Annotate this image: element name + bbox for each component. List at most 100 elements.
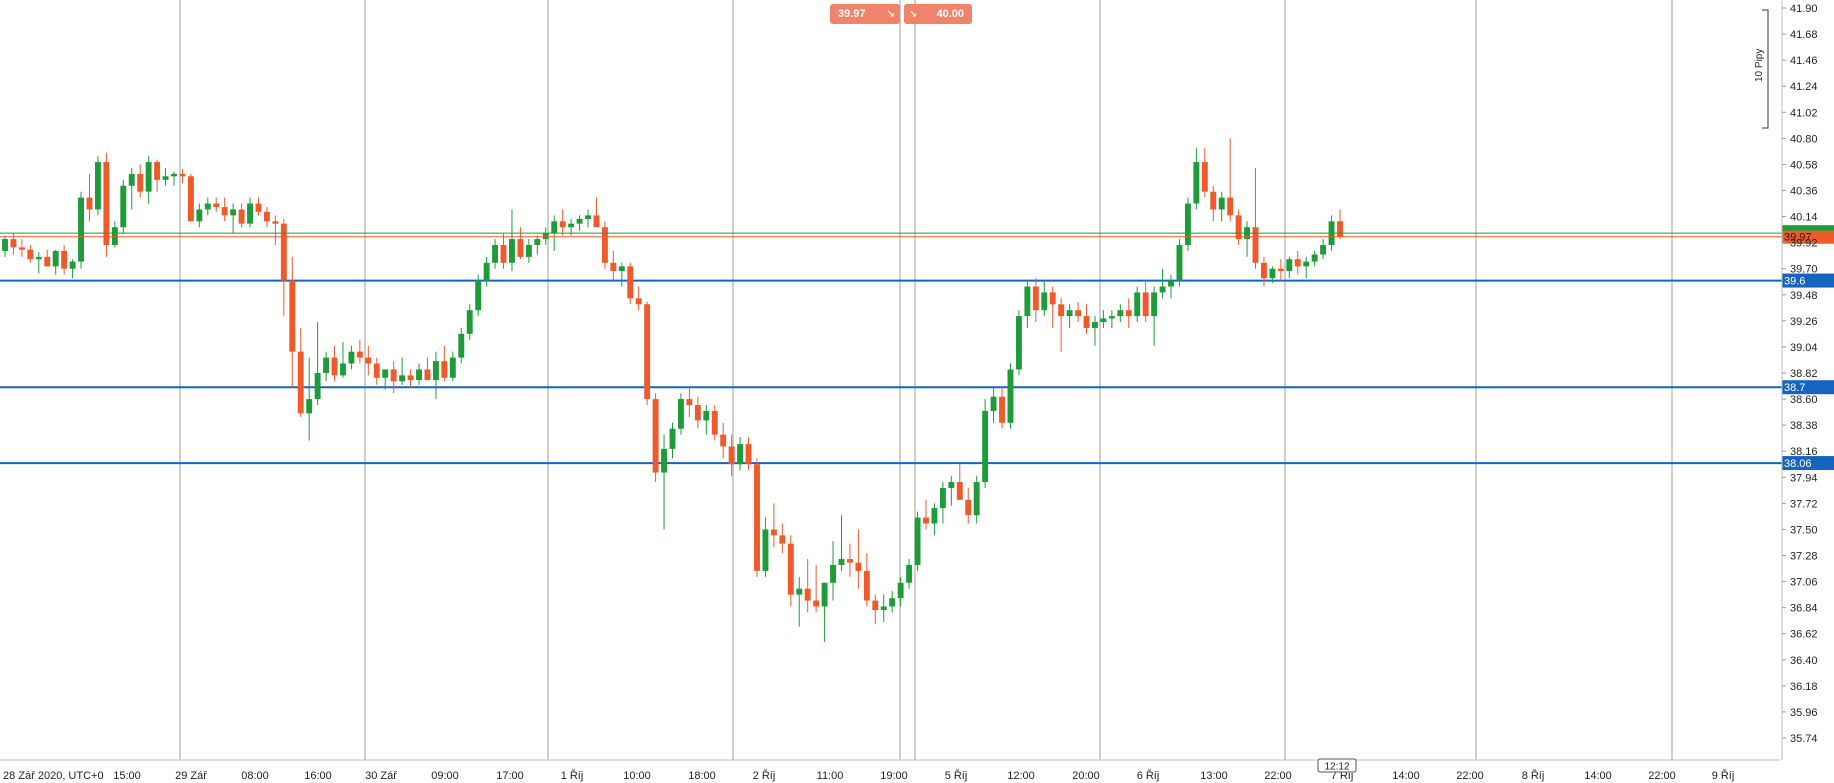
bullish-candle[interactable] [475, 274, 482, 317]
bullish-candle[interactable] [1108, 310, 1115, 328]
bullish-candle[interactable] [94, 156, 101, 216]
bearish-candle[interactable] [297, 327, 304, 417]
bullish-candle[interactable] [340, 342, 346, 378]
bearish-candle[interactable] [694, 396, 701, 429]
bearish-candle[interactable] [644, 301, 651, 405]
bearish-candle[interactable] [373, 357, 380, 385]
bullish-candle[interactable] [1015, 310, 1022, 376]
bullish-candle[interactable] [737, 436, 744, 471]
bearish-candle[interactable] [999, 387, 1005, 429]
bearish-candle[interactable] [601, 221, 608, 269]
bullish-candle[interactable] [939, 482, 946, 524]
bullish-candle[interactable] [306, 357, 313, 441]
bearish-candle[interactable] [238, 203, 245, 228]
bullish-candle[interactable] [1184, 197, 1191, 251]
bullish-candle[interactable] [982, 399, 989, 488]
bullish-candle[interactable] [1151, 286, 1158, 346]
bearish-candle[interactable] [1125, 298, 1132, 328]
bearish-candle[interactable] [779, 523, 786, 554]
bullish-candle[interactable] [449, 351, 456, 382]
bearish-candle[interactable] [1294, 250, 1301, 275]
bullish-candle[interactable] [931, 503, 938, 536]
bullish-candle[interactable] [111, 221, 118, 248]
bullish-candle[interactable] [52, 249, 59, 275]
bullish-candle[interactable] [525, 239, 532, 263]
bearish-candle[interactable] [187, 173, 194, 222]
bearish-candle[interactable] [1201, 147, 1208, 198]
buy-quote-button[interactable]: ↘ 40.00 [904, 4, 972, 24]
bearish-candle[interactable] [1235, 209, 1242, 246]
bullish-candle[interactable] [483, 256, 490, 287]
bullish-candle[interactable] [880, 594, 887, 622]
bearish-candle[interactable] [44, 249, 51, 267]
bullish-candle[interactable] [382, 369, 389, 390]
bearish-candle[interactable] [855, 529, 862, 589]
bearish-candle[interactable] [407, 369, 414, 388]
bullish-candle[interactable] [145, 156, 152, 204]
bullish-candle[interactable] [1193, 147, 1200, 210]
bullish-candle[interactable] [1311, 250, 1318, 267]
bearish-candle[interactable] [610, 250, 617, 281]
bearish-candle[interactable] [593, 197, 600, 228]
bullish-candle[interactable] [323, 351, 330, 382]
bullish-candle[interactable] [1100, 310, 1107, 328]
bullish-candle[interactable] [128, 167, 135, 210]
bearish-candle[interactable] [1277, 259, 1284, 281]
time-cursor[interactable]: 12:12 [1317, 758, 1357, 773]
bullish-candle[interactable] [576, 215, 583, 231]
bullish-candle[interactable] [1168, 274, 1174, 299]
bullish-candle[interactable] [171, 171, 177, 186]
bearish-candle[interactable] [863, 553, 870, 607]
bearish-candle[interactable] [956, 464, 963, 500]
bullish-candle[interactable] [618, 262, 625, 287]
bullish-candle[interactable] [162, 167, 169, 186]
bearish-candle[interactable] [27, 245, 34, 263]
bullish-candle[interactable] [509, 209, 515, 272]
bearish-candle[interactable] [804, 559, 811, 613]
bearish-candle[interactable] [1142, 280, 1149, 323]
bullish-candle[interactable] [348, 345, 355, 370]
bullish-candle[interactable] [1024, 280, 1031, 328]
bearish-candle[interactable] [813, 564, 820, 613]
bullish-candle[interactable] [1303, 256, 1310, 279]
bearish-candle[interactable] [86, 173, 93, 222]
bearish-candle[interactable] [965, 487, 972, 524]
bearish-candle[interactable] [154, 159, 161, 192]
bearish-candle[interactable] [61, 245, 68, 275]
bearish-candle[interactable] [356, 339, 363, 364]
bearish-candle[interactable] [1032, 278, 1039, 323]
bullish-candle[interactable] [78, 191, 85, 269]
bearish-candle[interactable] [1083, 304, 1090, 334]
bearish-candle[interactable] [635, 286, 642, 311]
bullish-candle[interactable] [69, 259, 76, 279]
bearish-candle[interactable] [559, 209, 566, 236]
bearish-candle[interactable] [213, 197, 220, 212]
bullish-candle[interactable] [669, 422, 676, 459]
bearish-candle[interactable] [331, 345, 338, 382]
bullish-candle[interactable] [314, 322, 321, 405]
bearish-candle[interactable] [517, 227, 524, 260]
bullish-candle[interactable] [1176, 239, 1183, 287]
bearish-candle[interactable] [179, 169, 186, 184]
bullish-candle[interactable] [204, 197, 211, 216]
bullish-candle[interactable] [585, 209, 591, 228]
bearish-candle[interactable] [728, 434, 735, 477]
bearish-candle[interactable] [137, 164, 144, 198]
bullish-candle[interactable] [838, 515, 845, 571]
bearish-candle[interactable] [272, 215, 279, 246]
bullish-candle[interactable] [399, 357, 406, 385]
sell-quote-button[interactable]: 39.97 ↘ [830, 4, 900, 24]
bullish-candle[interactable] [196, 203, 203, 228]
bullish-candle[interactable] [1134, 286, 1141, 323]
bullish-candle[interactable] [1269, 266, 1276, 283]
bearish-candle[interactable] [1049, 286, 1056, 328]
bearish-candle[interactable] [686, 387, 693, 417]
bullish-candle[interactable] [1117, 304, 1124, 323]
bearish-candle[interactable] [365, 345, 372, 376]
bearish-candle[interactable] [745, 436, 752, 471]
bullish-candle[interactable] [35, 252, 42, 274]
bearish-candle[interactable] [1227, 138, 1234, 222]
bullish-candle[interactable] [906, 559, 913, 589]
bullish-candle[interactable] [830, 541, 836, 601]
bullish-candle[interactable] [1286, 256, 1293, 279]
